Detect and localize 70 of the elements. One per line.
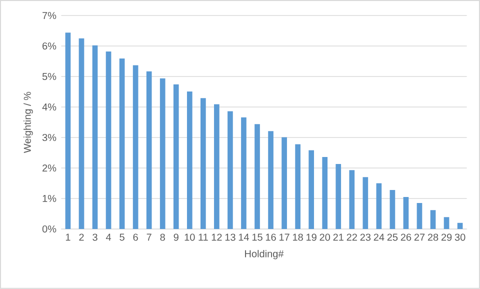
x-tick-label: 17	[279, 234, 290, 241]
x-tick-label: 6	[133, 234, 138, 241]
x-tick-label: 9	[174, 234, 178, 241]
x-tick-label: 20	[320, 234, 330, 241]
bar	[119, 58, 125, 230]
bar	[349, 170, 355, 230]
y-tick-label: 6%	[42, 42, 56, 50]
x-tick-label: 18	[293, 234, 303, 241]
x-tick-label: 24	[374, 234, 384, 241]
x-tick-label: 19	[306, 234, 316, 241]
x-tick-label: 21	[333, 234, 344, 241]
bar	[430, 210, 436, 230]
x-axis-title: Holding#	[245, 250, 284, 260]
x-tick-label: 1	[66, 234, 70, 241]
bar	[173, 84, 179, 230]
x-tick-label: 7	[146, 234, 152, 241]
bar	[390, 190, 396, 230]
x-tick-label: 11	[198, 234, 208, 241]
x-tick-label: 5	[120, 234, 124, 241]
bar	[268, 131, 274, 230]
y-tick-label: 5%	[42, 73, 56, 80]
x-tick-label: 4	[106, 234, 112, 241]
y-axis-title: Weighting / %	[24, 92, 33, 154]
bar	[403, 197, 409, 230]
bar	[322, 157, 328, 230]
y-tick-label: 7%	[42, 12, 56, 20]
bar	[228, 111, 233, 230]
x-tick-label: 12	[212, 234, 222, 241]
bar	[416, 203, 422, 230]
bar	[92, 45, 98, 230]
y-tick-label: 1%	[42, 195, 56, 202]
bar	[160, 78, 166, 230]
bar	[362, 177, 368, 230]
bar	[106, 52, 112, 230]
x-tick-label: 22	[346, 234, 357, 241]
x-tick-label: 15	[252, 234, 262, 241]
x-tick-label: 25	[387, 234, 398, 241]
bar	[241, 117, 246, 230]
x-tick-label: 8	[160, 234, 165, 241]
x-tick-label: 14	[238, 234, 250, 241]
x-tick-label: 3	[92, 234, 98, 241]
y-tick-label: 3%	[42, 134, 56, 142]
x-tick-label: 16	[266, 234, 276, 241]
x-tick-label: 10	[184, 234, 195, 241]
bar	[457, 222, 463, 230]
x-tick-label: 13	[225, 234, 236, 241]
bar	[336, 164, 342, 230]
y-tick-label: 2%	[42, 164, 56, 172]
bar	[308, 150, 314, 230]
bar	[444, 217, 450, 230]
x-tick-label: 28	[428, 234, 438, 241]
bar	[132, 65, 138, 230]
bar	[186, 92, 192, 230]
x-tick-label: 27	[414, 234, 425, 241]
x-tick-label: 23	[360, 234, 371, 241]
bar	[214, 104, 220, 230]
bar	[200, 98, 206, 230]
bar	[146, 71, 152, 230]
bar	[254, 124, 260, 230]
x-tick-label: 29	[441, 234, 452, 241]
y-tick-label: 0%	[42, 226, 56, 233]
bar	[78, 38, 84, 230]
x-tick-label: 26	[400, 234, 412, 241]
x-tick-label: 2	[79, 234, 84, 241]
bar	[295, 144, 300, 230]
bar	[65, 32, 71, 230]
bar	[376, 183, 382, 230]
y-tick-label: 4%	[42, 104, 56, 111]
x-tick-label: 30	[454, 234, 466, 241]
bar	[282, 137, 287, 230]
